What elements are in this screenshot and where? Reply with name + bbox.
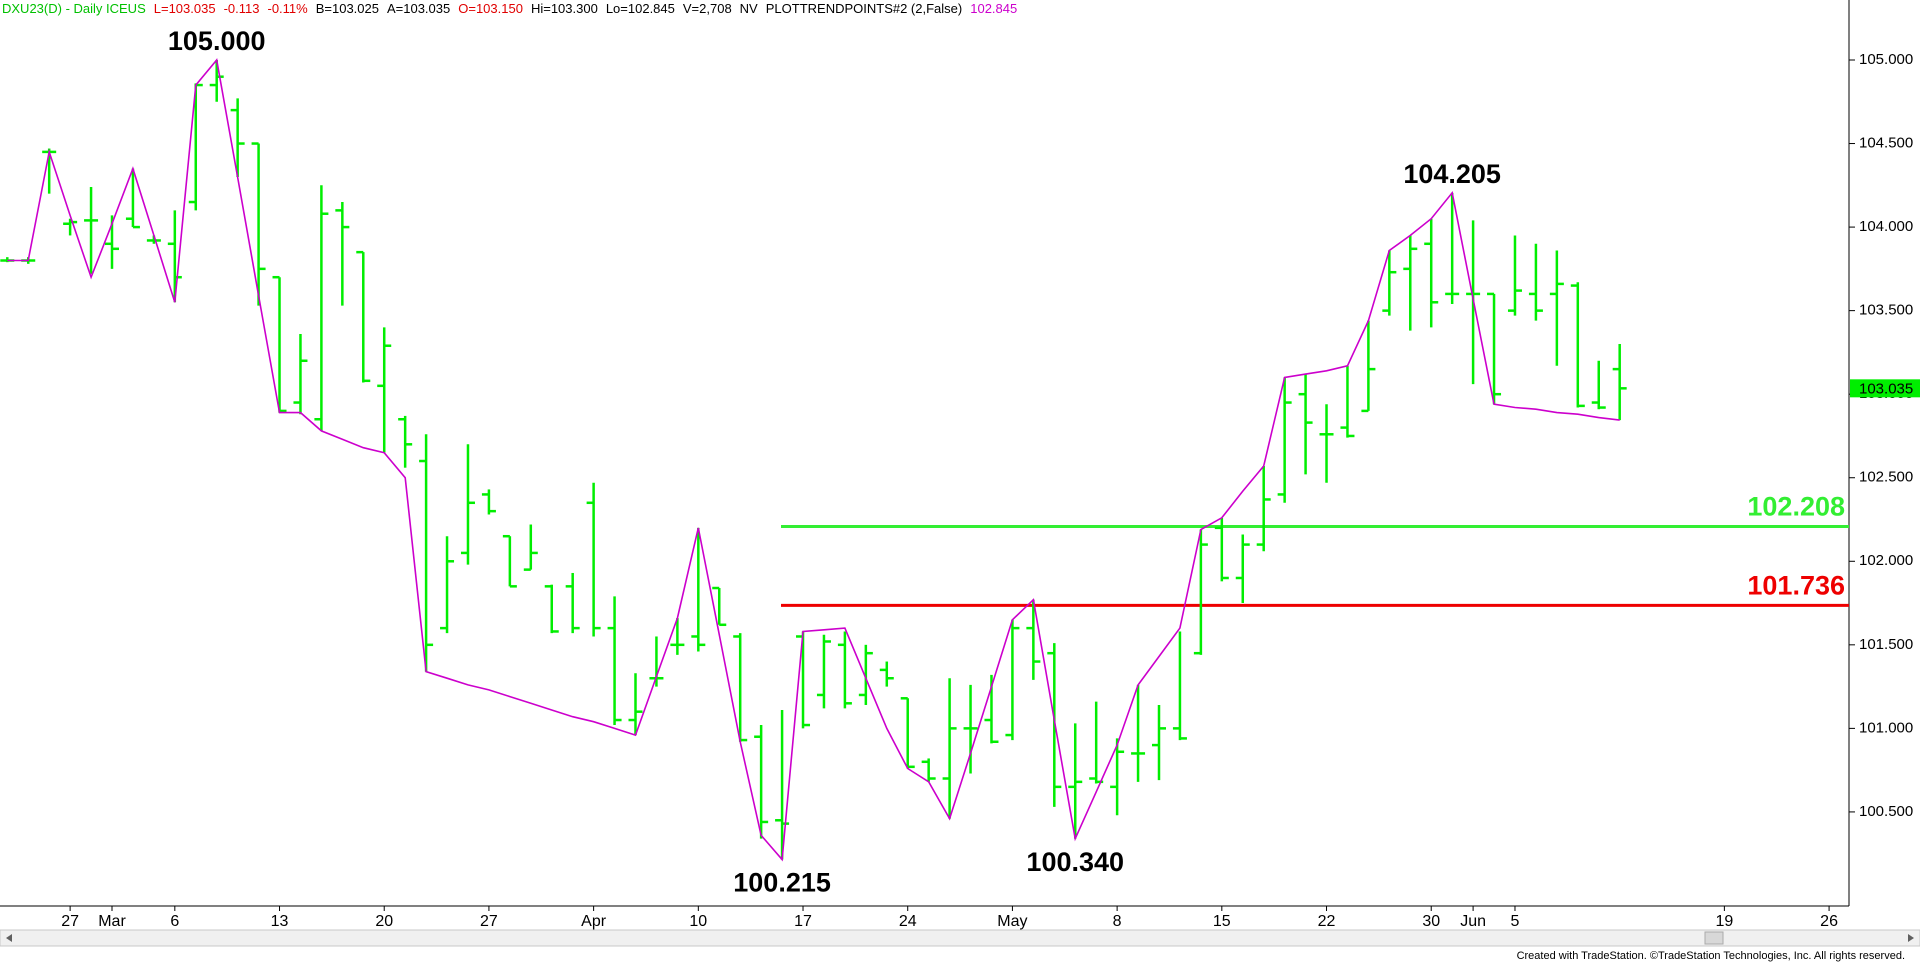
x-tick-label: 6 (170, 913, 179, 930)
header-item: DXU23(D) - Daily ICEUS (2, 1, 146, 16)
x-tick-label: 26 (1820, 913, 1838, 930)
y-tick-label: 104.500 (1859, 135, 1913, 152)
header-item: L=103.035 (154, 1, 216, 16)
header-item: PLOTTRENDPOINTS#2 (2,False) (766, 1, 963, 16)
x-tick-label: 27 (61, 913, 79, 930)
header-item: NV (740, 1, 758, 16)
x-tick-label: 13 (271, 913, 289, 930)
x-tick-label: 10 (689, 913, 707, 930)
header-item: -0.113 (224, 1, 260, 16)
x-tick-label: 22 (1318, 913, 1336, 930)
x-tick-label: May (997, 913, 1027, 930)
level-label: 101.736 (1747, 571, 1845, 601)
scrollbar[interactable] (0, 929, 1920, 947)
last-price-box (1850, 379, 1920, 398)
x-tick-label: 17 (794, 913, 812, 930)
x-tick-label: 15 (1213, 913, 1231, 930)
header-item: -0.11% (267, 1, 308, 16)
scroll-left-arrow[interactable] (6, 934, 12, 942)
y-tick-label: 102.500 (1859, 469, 1913, 486)
pivot-label: 104.205 (1403, 159, 1501, 189)
y-tick-label: 100.500 (1859, 803, 1913, 820)
x-tick-label: 20 (375, 913, 393, 930)
header-item: Hi=103.300 (531, 1, 598, 16)
x-tick-label: 27 (480, 913, 498, 930)
x-tick-label: 19 (1715, 913, 1733, 930)
scroll-right-arrow[interactable] (1908, 934, 1914, 942)
x-tick-label: Jun (1460, 913, 1486, 930)
y-tick-label: 101.000 (1859, 719, 1913, 736)
pivot-label: 100.340 (1026, 847, 1124, 877)
footer: Created with TradeStation. ©TradeStation… (1517, 950, 1905, 962)
x-tick-label: 30 (1422, 913, 1440, 930)
header-item: B=103.025 (316, 1, 379, 16)
header-item: 102.845 (970, 1, 1017, 16)
x-tick-label: Apr (581, 913, 607, 930)
header-item: A=103.035 (387, 1, 450, 16)
y-tick-label: 105.000 (1859, 51, 1913, 68)
scrollbar-track[interactable] (0, 929, 1920, 947)
header-item: Lo=102.845 (606, 1, 675, 16)
x-tick-label: 24 (899, 913, 917, 930)
pivot-label: 100.215 (733, 868, 831, 898)
x-tick-label: 8 (1113, 913, 1122, 930)
header-item: V=2,708 (683, 1, 732, 16)
level-label: 102.208 (1747, 492, 1845, 522)
pivot-label: 105.000 (168, 26, 266, 56)
x-tick-label: Mar (98, 913, 126, 930)
y-tick-label: 101.500 (1859, 636, 1913, 653)
last-price-label: 103.035 (1859, 380, 1913, 397)
y-tick-label: 104.000 (1859, 218, 1913, 235)
y-tick-label: 103.500 (1859, 302, 1913, 319)
y-tick-label: 102.000 (1859, 552, 1913, 569)
scrollbar-thumb[interactable] (1704, 931, 1724, 945)
trend-line (7, 58, 1620, 862)
header-item: O=103.150 (458, 1, 523, 16)
x-tick-label: 5 (1511, 913, 1520, 930)
chart-header: DXU23(D) - Daily ICEUS L=103.035 -0.113 -0.… (2, 1, 1017, 16)
